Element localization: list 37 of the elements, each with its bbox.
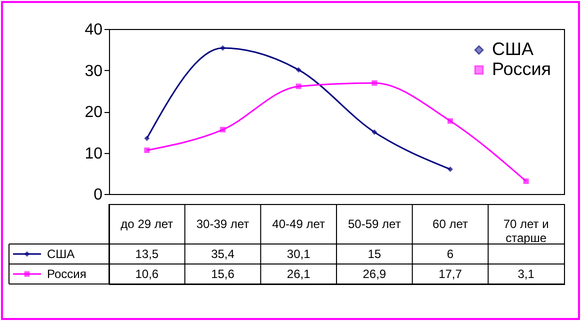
data-label: 35,4 [211,247,235,261]
x-tick-label: до 29 лет [120,217,174,231]
data-label: 17,7 [438,267,462,281]
x-tick-label: 50-59 лет [348,217,402,231]
point [296,67,302,73]
legend-label: США [492,39,534,59]
point [448,166,453,172]
data-label: 26,9 [362,267,386,281]
y-tick-label: 20 [84,104,103,121]
data-label: 3,1 [518,267,535,281]
point [372,129,378,135]
data-label: 6 [446,247,454,261]
point [220,45,226,51]
point [220,126,226,132]
legend-label: Россия [492,59,552,79]
x-tick-label: 60 лет [432,217,468,231]
point [296,84,302,90]
point [523,178,529,184]
data-label: 13,5 [135,247,159,261]
x-tick-label: 30-39 лет [196,217,250,231]
data-label: 15 [368,247,382,261]
text: США [47,247,75,261]
y-tick-label: 40 [84,22,103,38]
data-label: 15,6 [211,267,235,281]
data-label: 30,1 [286,247,311,261]
point [144,148,150,154]
y-tick-label: 10 [84,145,103,162]
point [448,118,453,124]
data-label: 26,1 [286,267,311,281]
x-tick-label: 70 лет и старше [503,217,549,245]
y-tick-label: 0 [94,186,103,204]
point [144,136,150,142]
y-tick-label: 30 [84,62,103,80]
data-label: 10,6 [135,267,159,281]
x-tick-label: 40-49 лет [272,217,326,231]
text: Россия [47,267,86,281]
point [372,80,378,86]
